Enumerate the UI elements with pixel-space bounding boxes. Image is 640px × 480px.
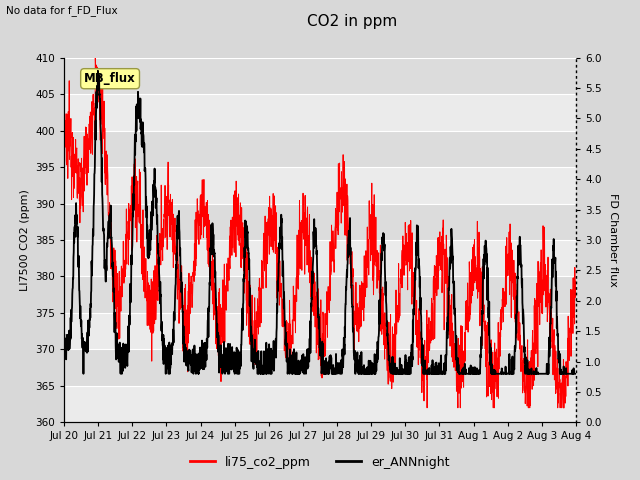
Bar (64, 349, 576, 386)
Bar (64, 204, 576, 240)
Text: MB_flux: MB_flux (84, 72, 136, 85)
Y-axis label: FD Chamber flux: FD Chamber flux (608, 193, 618, 287)
Bar (64, 94, 576, 131)
Bar (64, 276, 576, 313)
Bar (64, 131, 576, 167)
Bar (64, 240, 576, 276)
Bar (64, 313, 576, 349)
Bar (64, 167, 576, 204)
Text: CO2 in ppm: CO2 in ppm (307, 14, 397, 29)
Bar (64, 386, 576, 422)
Legend: li75_co2_ppm, er_ANNnight: li75_co2_ppm, er_ANNnight (186, 451, 454, 474)
Bar (64, 58, 576, 94)
Text: No data for f_FD_Flux: No data for f_FD_Flux (6, 5, 118, 16)
Y-axis label: LI7500 CO2 (ppm): LI7500 CO2 (ppm) (20, 189, 29, 291)
